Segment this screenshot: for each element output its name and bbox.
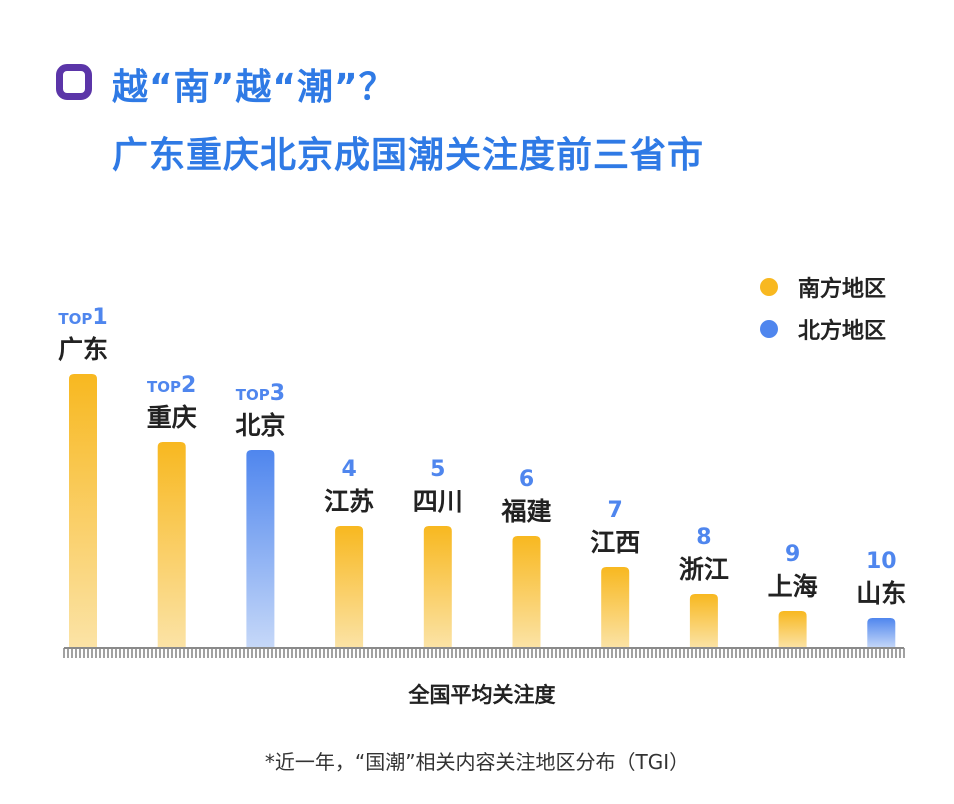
legend-dot-south-icon: [760, 278, 778, 296]
bar-8: [689, 594, 718, 648]
bar-7: [601, 567, 630, 648]
legend-label-north: 北方地区: [798, 319, 887, 344]
category-label-10: 山东: [856, 579, 906, 608]
category-label-7: 江西: [590, 528, 640, 557]
bar-3: [246, 450, 275, 648]
rank-label-10: 10: [866, 549, 897, 574]
bar-4: [335, 526, 364, 648]
legend-label-south: 南方地区: [798, 277, 887, 302]
category-label-4: 江苏: [324, 487, 374, 516]
category-label-5: 四川: [413, 487, 463, 516]
title-line-1: 越“南”越“潮”？: [112, 67, 396, 108]
rank-label-1: TOP1: [58, 305, 107, 330]
legend-item-north: 北方地区: [760, 308, 886, 350]
rank-prefix: TOP: [236, 386, 270, 404]
category-label-6: 福建: [500, 497, 551, 526]
rank-prefix: TOP: [147, 378, 181, 396]
legend: 南方地区 北方地区: [760, 266, 886, 350]
bar-chart: 广东TOP1重庆TOP2北京TOP3江苏4四川5福建6江西7浙江8上海9山东10…: [58, 305, 906, 707]
category-label-9: 上海: [768, 572, 818, 601]
rank-number: 1: [92, 305, 107, 330]
rank-prefix: TOP: [58, 310, 92, 328]
rank-label-2: TOP2: [147, 373, 196, 398]
title-ring-icon: [56, 64, 92, 100]
bar-9: [778, 611, 807, 648]
bar-2: [157, 442, 186, 648]
x-axis-label: 全国平均关注度: [408, 683, 556, 707]
rank-label-5: 5: [430, 457, 445, 482]
rank-number: 2: [181, 373, 196, 398]
category-label-2: 重庆: [147, 403, 197, 432]
bar-1: [69, 374, 97, 648]
bar-6: [512, 536, 541, 648]
x-axis-hatching: [63, 648, 905, 658]
rank-label-4: 4: [341, 457, 356, 482]
rank-label-8: 8: [696, 525, 711, 550]
rank-number: 3: [270, 381, 285, 406]
rank-label-6: 6: [519, 467, 534, 492]
rank-label-3: TOP3: [236, 381, 285, 406]
rank-label-9: 9: [785, 542, 800, 567]
bar-5: [423, 526, 452, 648]
category-label-1: 广东: [58, 335, 108, 364]
category-label-8: 浙江: [679, 555, 729, 584]
footnote: *近一年，“国潮”相关内容关注地区分布（TGI）: [264, 750, 690, 774]
category-label-3: 北京: [235, 411, 285, 440]
rank-label-7: 7: [608, 498, 623, 523]
legend-item-south: 南方地区: [760, 266, 886, 308]
title-line-2: 广东重庆北京成国潮关注度前三省市: [112, 135, 705, 176]
bar-10: [867, 618, 896, 648]
legend-dot-north-icon: [760, 320, 778, 338]
